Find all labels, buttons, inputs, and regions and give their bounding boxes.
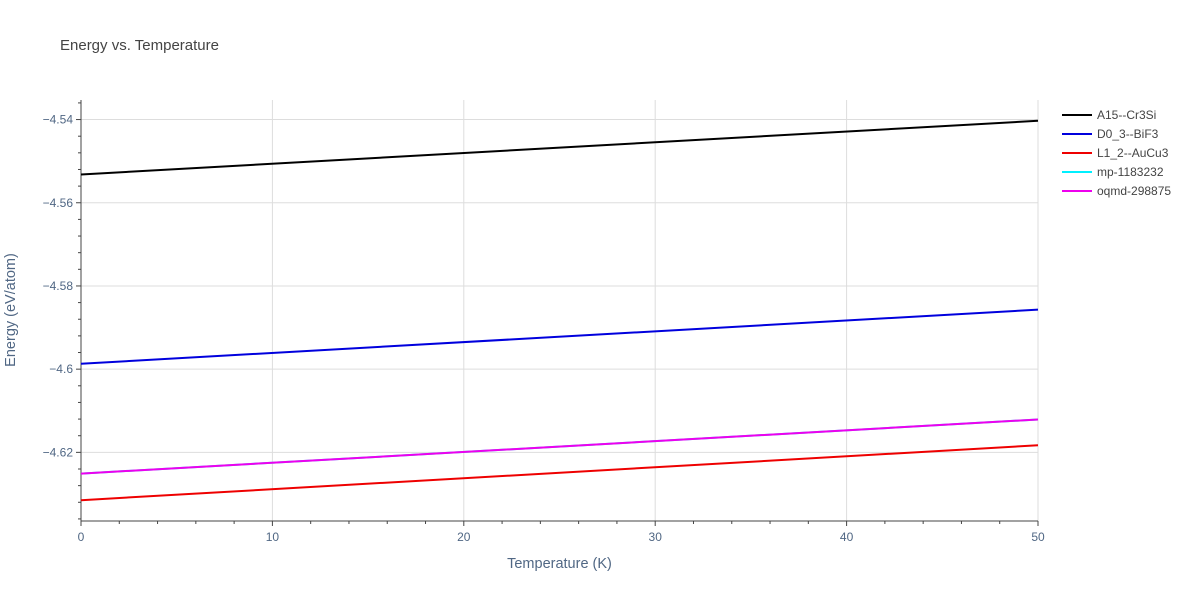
legend-label: L1_2--AuCu3	[1097, 146, 1169, 160]
legend[interactable]: A15--Cr3Si D0_3--BiF3 L1_2--AuCu3 mp-118323…	[1062, 108, 1171, 198]
y-tick-label: −4.58	[43, 279, 74, 293]
legend-item[interactable]: D0_3--BiF3	[1062, 127, 1159, 141]
legend-label: oqmd-298875	[1097, 184, 1171, 198]
series-line-a15-cr3si	[80, 119, 1039, 176]
x-tick-label: 0	[78, 530, 85, 544]
legend-item[interactable]: L1_2--AuCu3	[1062, 146, 1169, 160]
legend-item[interactable]: oqmd-298875	[1062, 184, 1171, 198]
x-tick-label: 30	[649, 530, 663, 544]
legend-label: A15--Cr3Si	[1097, 108, 1156, 122]
y-tick-label: −4.62	[43, 445, 74, 459]
y-tick-label: −4.6	[49, 362, 73, 376]
plot-area	[80, 119, 1039, 502]
legend-item[interactable]: A15--Cr3Si	[1062, 108, 1156, 122]
axes	[80, 100, 1038, 522]
legend-label: D0_3--BiF3	[1097, 127, 1159, 141]
series-line-oqmd-298875	[80, 418, 1039, 475]
x-tick-label: 40	[840, 530, 854, 544]
grid	[81, 100, 1039, 521]
x-tick-label: 20	[457, 530, 471, 544]
chart-title: Energy vs. Temperature	[60, 37, 219, 54]
y-axis-title: Energy (eV/atom)	[3, 253, 19, 367]
legend-label: mp-1183232	[1097, 165, 1164, 179]
y-tick-label: −4.54	[43, 113, 74, 127]
series-line-d0-3-bif3	[80, 308, 1039, 365]
x-tick-label: 10	[266, 530, 280, 544]
ticks: 0 10 20 30 40 50 −4.54 −4.56 −4.58 −4.6 −4.62	[43, 102, 1045, 544]
series-line-l1-2-aucu3	[80, 444, 1039, 502]
x-tick-label: 50	[1031, 530, 1045, 544]
legend-item[interactable]: mp-1183232	[1062, 165, 1164, 179]
y-tick-label: −4.56	[43, 196, 74, 210]
x-axis-title: Temperature (K)	[507, 556, 612, 572]
